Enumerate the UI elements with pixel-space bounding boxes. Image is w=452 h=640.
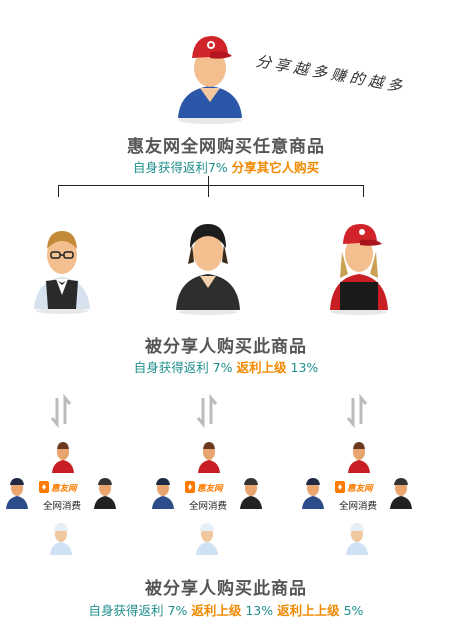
upline-user-icon: [348, 442, 370, 473]
top-user-avatar-icon: [178, 36, 242, 124]
middle-upline-percent: 13%: [290, 360, 319, 375]
bottom-second-upline-percent: 5%: [343, 603, 364, 618]
upline-user-icon: [52, 442, 74, 473]
bottom-upline-percent: 13%: [245, 603, 274, 618]
logo-text: 惠友网: [347, 483, 374, 494]
tree-connector-left: [58, 185, 59, 197]
cluster-label: 全网消费: [188, 501, 227, 512]
downline-user-icon: [196, 523, 218, 555]
middle-subtitle: 自身获得返利 7% 返利上级 13%: [0, 357, 452, 376]
downline-user-icon: [346, 523, 368, 555]
logo-text: 惠友网: [197, 483, 224, 494]
red-cap-woman-avatar-icon: [330, 224, 388, 315]
right-user-icon: [94, 478, 116, 509]
top-subtitle: 自身获得返利7% 分享其它人购买: [0, 157, 452, 176]
downline-user-icon: [50, 523, 72, 555]
top-title: 惠友网全网购买任意商品: [127, 137, 325, 157]
bottom-subtitle: 自身获得返利 7% 返利上级 13% 返利上上级 5%: [0, 600, 452, 619]
network-cluster: 惠友网 全网消费: [296, 436, 426, 560]
exchange-arrows-icon: [196, 394, 218, 428]
bottom-second-upline-text: 返利上上级: [277, 603, 340, 618]
middle-rebate-text: 自身获得返利 7%: [133, 360, 233, 375]
upline-user-icon: [198, 442, 220, 473]
tree-connector-center: [208, 176, 209, 197]
helmet-woman-avatar-icon: [176, 224, 240, 315]
huiyou-logo-icon: 惠友网: [185, 481, 224, 494]
network-cluster: 惠友网 全网消费: [146, 436, 276, 560]
top-rebate-text: 自身获得返利7%: [132, 160, 228, 175]
bottom-title: 被分享人购买此商品: [145, 579, 307, 599]
logo-text: 惠友网: [51, 483, 78, 494]
cluster-label: 全网消费: [42, 501, 81, 512]
left-user-icon: [302, 478, 324, 509]
waiter-avatar-icon: [34, 231, 90, 314]
bottom-rebate-text: 自身获得返利 7%: [88, 603, 188, 618]
tree-connector-horizontal: [58, 185, 364, 186]
left-user-icon: [152, 478, 174, 509]
tree-connector-right: [363, 185, 364, 197]
huiyou-logo-icon: 惠友网: [335, 481, 374, 494]
cluster-label: 全网消费: [338, 501, 377, 512]
right-user-icon: [240, 478, 262, 509]
huiyou-logo-icon: 惠友网: [39, 481, 78, 494]
network-cluster: 惠友网 全网消费: [0, 436, 130, 560]
middle-upline-text: 返利上级: [236, 360, 287, 375]
bottom-upline-text: 返利上级: [191, 603, 242, 618]
exchange-arrows-icon: [50, 394, 72, 428]
exchange-arrows-icon: [346, 394, 368, 428]
right-user-icon: [390, 478, 412, 509]
left-user-icon: [6, 478, 28, 509]
middle-title: 被分享人购买此商品: [145, 337, 307, 357]
top-share-text: 分享其它人购买: [231, 160, 320, 175]
slogan-text: 分享越多赚的越多: [254, 51, 408, 97]
